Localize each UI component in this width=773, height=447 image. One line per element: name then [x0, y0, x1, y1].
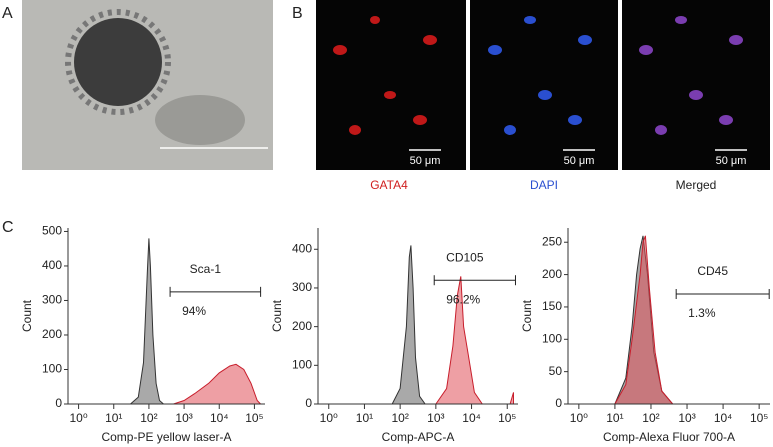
scale-bar-label: 50 μm	[564, 155, 595, 167]
x-axis-label: Comp-APC-A	[382, 430, 455, 444]
gate-percent: 96.2%	[446, 292, 480, 306]
y-axis-label: Count	[20, 299, 34, 332]
scale-bar-label: 50 μm	[716, 155, 747, 167]
y-tick-label: 300	[42, 293, 62, 307]
y-tick-label: 150	[542, 299, 562, 313]
x-tick-label: 10⁰	[570, 411, 588, 425]
micrograph-b	[316, 0, 770, 170]
channel-label: DAPI	[530, 178, 558, 192]
gate-label: CD45	[697, 264, 728, 278]
y-tick-label: 200	[542, 267, 562, 281]
x-tick-label: 10²	[642, 411, 659, 425]
histogram-area	[434, 276, 514, 405]
y-tick-label: 0	[305, 396, 312, 410]
y-axis-label: Count	[520, 299, 534, 332]
x-tick-label: 10³	[175, 411, 192, 425]
y-tick-label: 400	[42, 258, 62, 272]
x-axis-label: Comp-PE yellow laser-A	[101, 430, 231, 444]
y-tick-label: 0	[55, 396, 62, 410]
y-tick-label: 200	[292, 319, 312, 333]
histogram-area	[173, 363, 262, 405]
y-tick-label: 500	[42, 224, 62, 238]
y-tick-label: 100	[292, 357, 312, 371]
x-tick-label: 10⁴	[714, 411, 733, 425]
x-tick-label: 10⁴	[462, 411, 481, 425]
x-axis-label: Comp-Alexa Fluor 700-A	[603, 430, 735, 444]
panel-label: B	[292, 5, 303, 22]
x-tick-label: 10¹	[356, 411, 373, 425]
x-tick-label: 10³	[678, 411, 695, 425]
x-tick-label: 10¹	[105, 411, 122, 425]
gate-percent: 1.3%	[688, 306, 716, 320]
panel-label: C	[2, 219, 14, 236]
scale-bar-label: 50 μm	[410, 155, 441, 167]
x-tick-label: 10³	[427, 411, 444, 425]
y-tick-label: 0	[555, 396, 562, 410]
micrograph-a	[22, 0, 273, 170]
x-tick-label: 10⁵	[245, 411, 263, 425]
histogram-area	[614, 235, 674, 405]
y-tick-label: 200	[42, 327, 62, 341]
gate-percent: 94%	[182, 304, 206, 318]
x-tick-label: 10⁵	[498, 411, 516, 425]
y-tick-label: 250	[542, 234, 562, 248]
x-tick-label: 10⁵	[750, 411, 768, 425]
y-tick-label: 50	[549, 364, 563, 378]
panel-label: A	[2, 5, 13, 22]
x-tick-label: 10²	[140, 411, 157, 425]
y-tick-label: 100	[542, 331, 562, 345]
histogram-area	[391, 245, 427, 405]
gate-label: Sca-1	[190, 262, 222, 276]
y-tick-label: 100	[42, 362, 62, 376]
channel-label: Merged	[676, 178, 717, 192]
x-tick-label: 10⁰	[320, 411, 338, 425]
channel-label: GATA4	[370, 178, 408, 192]
y-axis-label: Count	[270, 299, 284, 332]
x-tick-label: 10⁴	[210, 411, 229, 425]
x-tick-label: 10⁰	[69, 411, 87, 425]
y-tick-label: 400	[292, 241, 312, 255]
x-tick-label: 10²	[391, 411, 408, 425]
histogram-area	[129, 238, 165, 405]
gate-label: CD105	[446, 250, 484, 264]
y-tick-label: 300	[292, 280, 312, 294]
x-tick-label: 10¹	[606, 411, 623, 425]
